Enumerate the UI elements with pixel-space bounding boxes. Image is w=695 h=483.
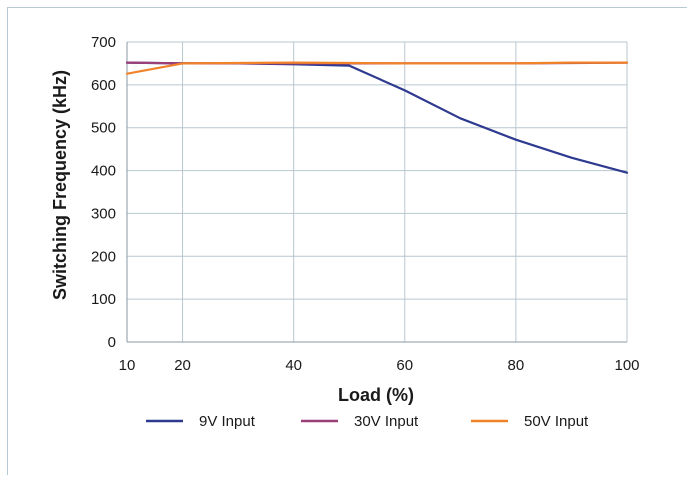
x-tick-label: 100 <box>614 357 639 374</box>
y-tick-label: 600 <box>91 77 116 94</box>
y-tick-label: 200 <box>91 248 116 265</box>
x-tick-label: 10 <box>119 357 136 374</box>
x-axis-title: Load (%) <box>338 385 414 405</box>
y-tick-label: 100 <box>91 291 116 308</box>
legend: 9V Input 30V Input 50V Input <box>146 413 589 430</box>
grid <box>126 41 628 343</box>
series-line-1 <box>125 61 629 174</box>
legend-label-3: 50V Input <box>524 413 589 430</box>
x-tick-label: 60 <box>396 357 413 374</box>
series-lines <box>125 61 629 174</box>
y-tick-label: 300 <box>91 205 116 222</box>
y-tick-labels: 0 100 200 300 400 500 600 700 <box>91 34 116 351</box>
y-axis-title: Switching Frequency (kHz) <box>50 70 70 300</box>
y-tick-label: 700 <box>91 34 116 51</box>
y-tick-label: 0 <box>108 334 116 351</box>
legend-label-1: 9V Input <box>199 413 256 430</box>
y-tick-label: 500 <box>91 120 116 137</box>
y-tick-label: 400 <box>91 163 116 180</box>
x-tick-labels: 10 20 40 60 80 100 <box>119 357 640 374</box>
chart-frame <box>7 7 687 475</box>
x-tick-label: 80 <box>508 357 525 374</box>
x-tick-label: 40 <box>285 357 302 374</box>
x-tick-label: 20 <box>174 357 191 374</box>
series-line-3 <box>125 61 629 75</box>
legend-label-2: 30V Input <box>354 413 419 430</box>
